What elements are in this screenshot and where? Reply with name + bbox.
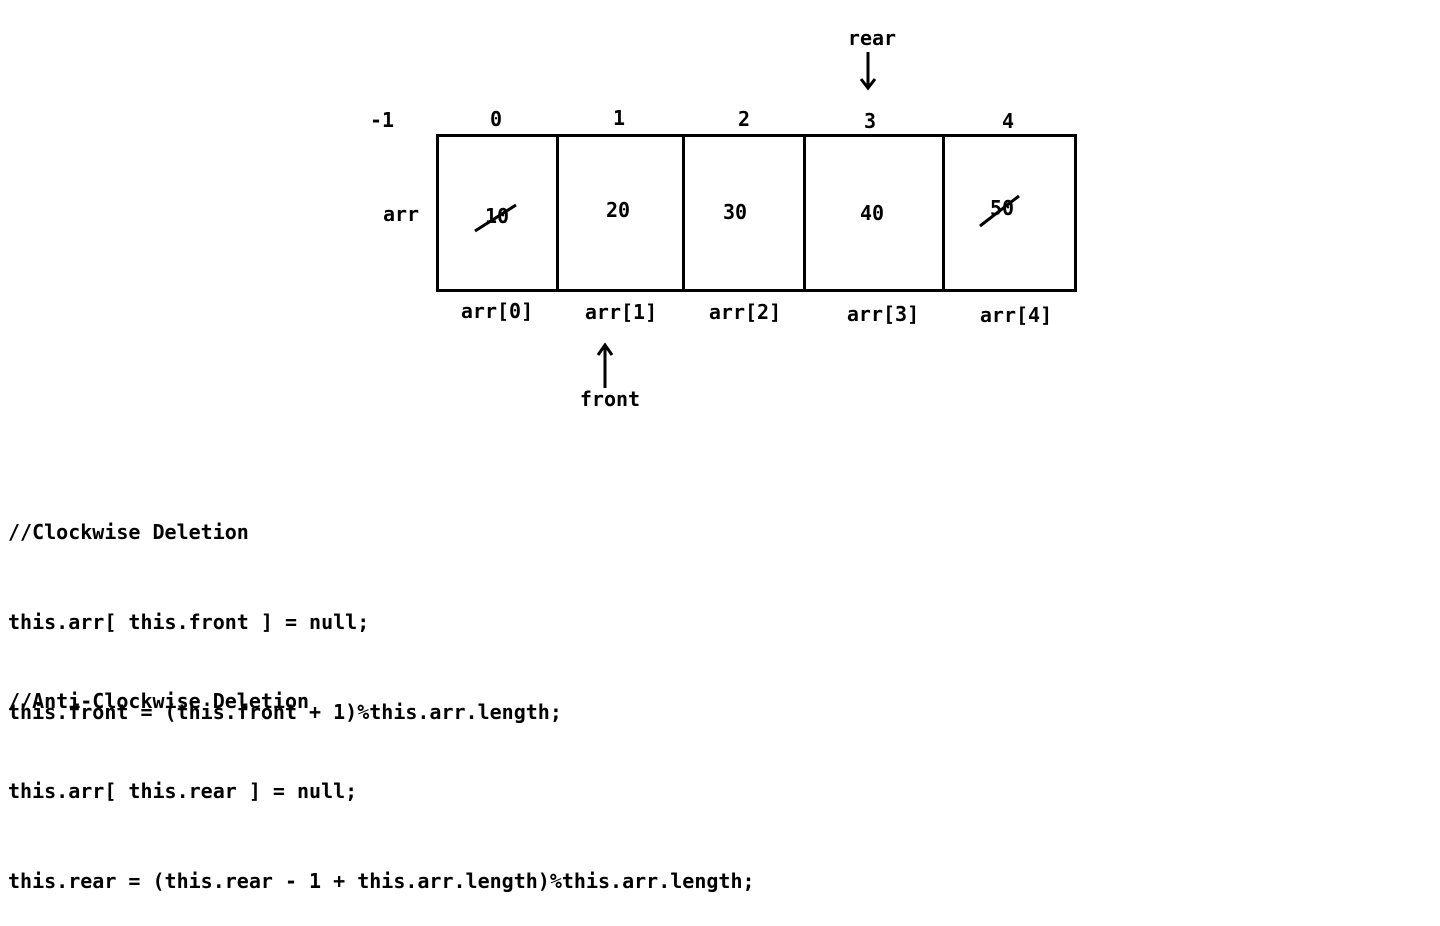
anticlockwise-deletion-code: //Anti-Clockwise Deletion this.arr[ this… <box>8 626 755 926</box>
cell-value: 20 <box>605 198 631 222</box>
cell-value: 10 <box>484 204 510 228</box>
index-label: 0 <box>489 107 503 131</box>
code-line: this.front = (this.front + 1)%this.arr.l… <box>8 700 562 724</box>
index-label: 3 <box>863 109 877 133</box>
clockwise-deletion-code: //Clockwise Deletion this.arr[ this.fron… <box>8 457 562 757</box>
array-cell <box>942 134 1077 292</box>
front-arrow-icon <box>596 342 614 388</box>
index-label: 4 <box>1001 109 1015 133</box>
front-label: front <box>579 387 641 411</box>
element-label: arr[0] <box>460 299 534 323</box>
code-comment: //Anti-Clockwise Deletion <box>8 689 310 713</box>
rear-label: rear <box>847 26 897 50</box>
code-line: this.arr[ this.front ] = null; <box>8 610 370 634</box>
code-comment: //Clockwise Deletion <box>8 520 249 544</box>
index-label: 1 <box>612 106 626 130</box>
element-label: arr[1] <box>584 300 658 324</box>
cell-value: 50 <box>989 196 1015 220</box>
cell-value: 30 <box>722 200 748 224</box>
array-name-label: arr <box>382 202 420 226</box>
code-line: this.arr[ this.rear ] = null; <box>8 779 358 803</box>
cell-value: 40 <box>859 201 885 225</box>
code-line: this.rear = (this.rear - 1 + this.arr.le… <box>8 869 755 893</box>
element-label: arr[2] <box>708 300 782 324</box>
element-label: arr[3] <box>846 302 920 326</box>
index-label: 2 <box>737 107 751 131</box>
rear-arrow-icon <box>859 52 877 91</box>
index-minus-one: -1 <box>369 108 395 132</box>
element-label: arr[4] <box>979 303 1053 327</box>
